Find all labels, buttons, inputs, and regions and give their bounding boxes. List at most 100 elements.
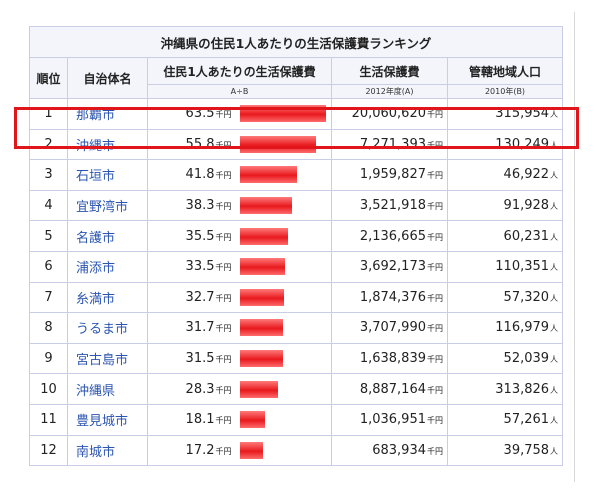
per-capita-cell: 38.3千円 — [147, 189, 236, 222]
rank-cell: 5 — [29, 220, 68, 252]
population-cell: 130,249人 — [446, 128, 564, 161]
per-capita-bar — [239, 411, 265, 429]
table-row: 9 宮古島市 31.5千円 1,638,839千円 52,039人 — [29, 342, 564, 375]
municipality-link[interactable]: 沖縄県 — [67, 373, 148, 405]
per-capita-unit: 千円 — [215, 202, 232, 212]
welfare-unit: 千円 — [427, 171, 443, 181]
per-capita-cell: 17.2千円 — [147, 434, 236, 467]
welfare-value: 1,874,376 — [359, 289, 426, 305]
bar-cell — [235, 403, 332, 436]
per-capita-cell: 63.5千円 — [147, 98, 236, 130]
municipality-name[interactable]: 南城市 — [76, 444, 116, 460]
welfare-value: 1,036,951 — [359, 412, 426, 428]
welfare-unit: 千円 — [427, 416, 443, 426]
rank-cell: 3 — [29, 159, 68, 191]
scrollbar-track[interactable] — [574, 12, 575, 482]
population-unit: 人 — [550, 263, 559, 273]
subheader-population: 2010年(B) — [446, 84, 564, 99]
header-population: 管轄地域人口 — [446, 57, 564, 85]
municipality-link[interactable]: 沖縄市 — [67, 128, 148, 161]
table-row: 8 うるま市 31.7千円 3,707,990千円 116,979人 — [29, 312, 564, 344]
municipality-name[interactable]: 宮古島市 — [76, 353, 129, 369]
per-capita-unit: 千円 — [215, 324, 232, 334]
municipality-link[interactable]: 名護市 — [67, 220, 148, 252]
table-row: 2 沖縄市 55.8千円 7,271,393千円 130,249人 — [29, 128, 564, 161]
municipality-link[interactable]: 浦添市 — [67, 250, 148, 283]
welfare-unit: 千円 — [427, 202, 443, 212]
rank-value: 6 — [44, 259, 53, 275]
population-cell: 52,039人 — [446, 342, 564, 375]
welfare-value: 1,959,827 — [359, 167, 426, 183]
welfare-unit: 千円 — [427, 232, 443, 242]
table-row: 1 那覇市 63.5千円 20,060,620千円 315,954人 — [29, 98, 564, 130]
welfare-value: 20,060,620 — [351, 106, 426, 122]
population-unit: 人 — [550, 140, 559, 150]
population-cell: 39,758人 — [446, 434, 564, 467]
population-cell: 57,261人 — [446, 403, 564, 436]
population-value: 39,758 — [503, 442, 550, 458]
table-body: 1 那覇市 63.5千円 20,060,620千円 315,954人 2 沖縄市 55.8千円… — [29, 98, 564, 467]
population-unit: 人 — [550, 232, 559, 242]
municipality-name[interactable]: 浦添市 — [76, 261, 116, 277]
municipality-name[interactable]: 沖縄市 — [76, 138, 116, 154]
population-value: 57,261 — [503, 412, 550, 428]
population-cell: 57,320人 — [446, 281, 564, 314]
bar-cell — [235, 373, 332, 405]
municipality-name[interactable]: 豊見城市 — [76, 414, 129, 430]
bar-cell — [235, 342, 332, 375]
population-unit: 人 — [550, 385, 559, 395]
welfare-unit: 千円 — [427, 293, 443, 303]
population-value: 313,826 — [495, 381, 550, 397]
municipality-name[interactable]: 宜野湾市 — [76, 200, 129, 216]
per-capita-bar — [239, 380, 278, 398]
municipality-link[interactable]: 豊見城市 — [67, 403, 148, 436]
table-row: 11 豊見城市 18.1千円 1,036,951千円 57,261人 — [29, 403, 564, 436]
per-capita-value: 18.1 — [185, 412, 215, 428]
table-title: 沖縄県の住民1人あたりの生活保護費ランキング — [28, 26, 564, 58]
population-value: 46,922 — [503, 167, 550, 183]
population-unit: 人 — [550, 324, 559, 334]
population-cell: 91,928人 — [446, 189, 564, 222]
municipality-link[interactable]: 石垣市 — [67, 159, 148, 191]
municipality-link[interactable]: 糸満市 — [67, 281, 148, 314]
municipality-name[interactable]: 糸満市 — [76, 291, 116, 307]
municipality-link[interactable]: 南城市 — [67, 434, 148, 467]
municipality-name[interactable]: 石垣市 — [76, 169, 116, 185]
header-welfare: 生活保護費 — [331, 57, 448, 85]
per-capita-bar — [239, 166, 297, 184]
municipality-name[interactable]: 沖縄県 — [76, 383, 116, 399]
municipality-link[interactable]: 宜野湾市 — [67, 189, 148, 222]
population-cell: 313,826人 — [446, 373, 564, 405]
municipality-link[interactable]: うるま市 — [67, 312, 148, 344]
municipality-link[interactable]: 宮古島市 — [67, 342, 148, 375]
per-capita-unit: 千円 — [215, 232, 232, 242]
welfare-cell: 1,638,839千円 — [331, 342, 448, 375]
per-capita-unit: 千円 — [215, 416, 232, 426]
municipality-name[interactable]: 名護市 — [76, 230, 116, 246]
header-municipality: 自治体名 — [67, 57, 148, 99]
welfare-cell: 2,136,665千円 — [331, 220, 448, 252]
population-value: 110,351 — [495, 259, 550, 275]
bar-cell — [235, 189, 332, 222]
bar-cell — [235, 250, 332, 283]
per-capita-value: 17.2 — [185, 442, 215, 458]
per-capita-unit: 千円 — [215, 385, 232, 395]
population-unit: 人 — [550, 355, 559, 365]
population-value: 130,249 — [495, 136, 550, 152]
municipality-name[interactable]: うるま市 — [76, 322, 129, 338]
rank-value: 7 — [44, 289, 53, 305]
per-capita-bar — [239, 258, 285, 276]
rank-cell: 10 — [29, 373, 68, 405]
population-unit: 人 — [550, 293, 559, 303]
welfare-cell: 3,692,173千円 — [331, 250, 448, 283]
bar-cell — [235, 312, 332, 344]
per-capita-bar — [239, 135, 316, 153]
municipality-name[interactable]: 那覇市 — [76, 108, 116, 124]
municipality-link[interactable]: 那覇市 — [67, 98, 148, 130]
per-capita-value: 31.7 — [185, 320, 215, 336]
population-value: 52,039 — [503, 351, 550, 367]
rank-cell: 9 — [29, 342, 68, 375]
table-row: 7 糸満市 32.7千円 1,874,376千円 57,320人 — [29, 281, 564, 314]
rank-cell: 6 — [29, 250, 68, 283]
table-row: 5 名護市 35.5千円 2,136,665千円 60,231人 — [29, 220, 564, 252]
